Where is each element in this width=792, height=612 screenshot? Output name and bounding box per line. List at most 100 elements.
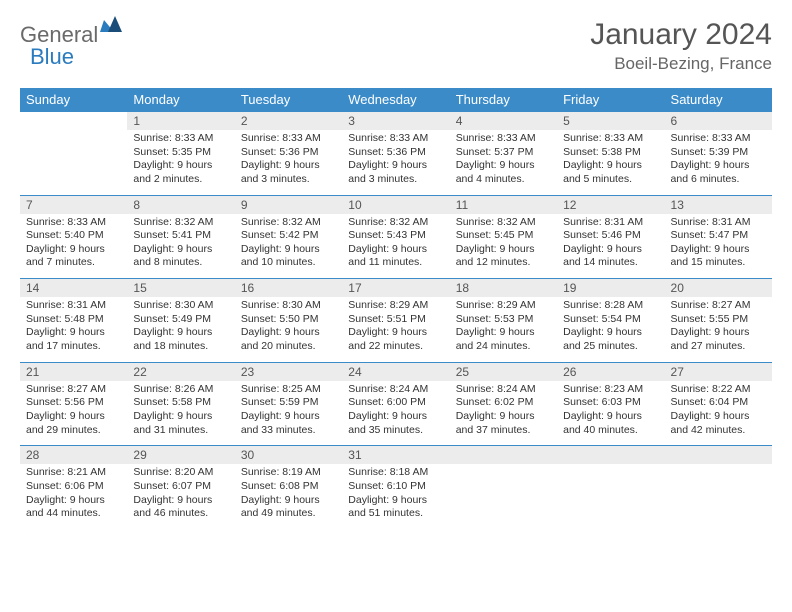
day-body: Sunrise: 8:28 AMSunset: 5:54 PMDaylight:… xyxy=(557,297,664,362)
calendar-cell: 5Sunrise: 8:33 AMSunset: 5:38 PMDaylight… xyxy=(557,112,664,196)
calendar-table: SundayMondayTuesdayWednesdayThursdayFrid… xyxy=(20,88,772,529)
day-number: 8 xyxy=(127,196,234,214)
logo-text-2: Blue xyxy=(30,44,74,70)
day-body: Sunrise: 8:32 AMSunset: 5:41 PMDaylight:… xyxy=(127,214,234,279)
calendar-cell: 17Sunrise: 8:29 AMSunset: 5:51 PMDayligh… xyxy=(342,279,449,363)
calendar-cell-empty xyxy=(20,112,127,196)
calendar-cell: 1Sunrise: 8:33 AMSunset: 5:35 PMDaylight… xyxy=(127,112,234,196)
day-number: 5 xyxy=(557,112,664,130)
calendar-cell: 10Sunrise: 8:32 AMSunset: 5:43 PMDayligh… xyxy=(342,195,449,279)
calendar-cell: 29Sunrise: 8:20 AMSunset: 6:07 PMDayligh… xyxy=(127,446,234,529)
day-number: 17 xyxy=(342,279,449,297)
day-number: 16 xyxy=(235,279,342,297)
weekday-header: Thursday xyxy=(450,88,557,112)
calendar-cell: 3Sunrise: 8:33 AMSunset: 5:36 PMDaylight… xyxy=(342,112,449,196)
calendar-cell: 14Sunrise: 8:31 AMSunset: 5:48 PMDayligh… xyxy=(20,279,127,363)
calendar-cell: 16Sunrise: 8:30 AMSunset: 5:50 PMDayligh… xyxy=(235,279,342,363)
calendar-cell: 8Sunrise: 8:32 AMSunset: 5:41 PMDaylight… xyxy=(127,195,234,279)
day-body: Sunrise: 8:31 AMSunset: 5:47 PMDaylight:… xyxy=(665,214,772,279)
day-number: 27 xyxy=(665,363,772,381)
weekday-header: Tuesday xyxy=(235,88,342,112)
day-body: Sunrise: 8:29 AMSunset: 5:53 PMDaylight:… xyxy=(450,297,557,362)
title-block: January 2024 Boeil-Bezing, France xyxy=(590,18,772,74)
day-body: Sunrise: 8:27 AMSunset: 5:55 PMDaylight:… xyxy=(665,297,772,362)
calendar-cell: 22Sunrise: 8:26 AMSunset: 5:58 PMDayligh… xyxy=(127,362,234,446)
day-body: Sunrise: 8:30 AMSunset: 5:50 PMDaylight:… xyxy=(235,297,342,362)
day-number: 7 xyxy=(20,196,127,214)
weekday-header: Sunday xyxy=(20,88,127,112)
day-number: 6 xyxy=(665,112,772,130)
day-body: Sunrise: 8:33 AMSunset: 5:40 PMDaylight:… xyxy=(20,214,127,279)
day-body: Sunrise: 8:33 AMSunset: 5:35 PMDaylight:… xyxy=(127,130,234,195)
weekday-header: Wednesday xyxy=(342,88,449,112)
day-number: 20 xyxy=(665,279,772,297)
day-body: Sunrise: 8:26 AMSunset: 5:58 PMDaylight:… xyxy=(127,381,234,446)
calendar-cell: 25Sunrise: 8:24 AMSunset: 6:02 PMDayligh… xyxy=(450,362,557,446)
calendar-cell: 24Sunrise: 8:24 AMSunset: 6:00 PMDayligh… xyxy=(342,362,449,446)
day-number: 26 xyxy=(557,363,664,381)
day-body: Sunrise: 8:24 AMSunset: 6:00 PMDaylight:… xyxy=(342,381,449,446)
day-body: Sunrise: 8:22 AMSunset: 6:04 PMDaylight:… xyxy=(665,381,772,446)
calendar-cell: 27Sunrise: 8:22 AMSunset: 6:04 PMDayligh… xyxy=(665,362,772,446)
calendar-cell: 12Sunrise: 8:31 AMSunset: 5:46 PMDayligh… xyxy=(557,195,664,279)
calendar-cell: 4Sunrise: 8:33 AMSunset: 5:37 PMDaylight… xyxy=(450,112,557,196)
calendar-cell: 20Sunrise: 8:27 AMSunset: 5:55 PMDayligh… xyxy=(665,279,772,363)
day-body: Sunrise: 8:33 AMSunset: 5:39 PMDaylight:… xyxy=(665,130,772,195)
day-number: 2 xyxy=(235,112,342,130)
calendar-cell-empty xyxy=(557,446,664,529)
day-number: 24 xyxy=(342,363,449,381)
weekday-header: Monday xyxy=(127,88,234,112)
calendar-cell: 2Sunrise: 8:33 AMSunset: 5:36 PMDaylight… xyxy=(235,112,342,196)
day-body: Sunrise: 8:27 AMSunset: 5:56 PMDaylight:… xyxy=(20,381,127,446)
day-body: Sunrise: 8:29 AMSunset: 5:51 PMDaylight:… xyxy=(342,297,449,362)
calendar-cell: 7Sunrise: 8:33 AMSunset: 5:40 PMDaylight… xyxy=(20,195,127,279)
calendar-cell-empty xyxy=(450,446,557,529)
day-number: 28 xyxy=(20,446,127,464)
day-body: Sunrise: 8:24 AMSunset: 6:02 PMDaylight:… xyxy=(450,381,557,446)
day-number: 29 xyxy=(127,446,234,464)
day-body: Sunrise: 8:18 AMSunset: 6:10 PMDaylight:… xyxy=(342,464,449,529)
day-body: Sunrise: 8:19 AMSunset: 6:08 PMDaylight:… xyxy=(235,464,342,529)
day-body: Sunrise: 8:32 AMSunset: 5:45 PMDaylight:… xyxy=(450,214,557,279)
day-body: Sunrise: 8:33 AMSunset: 5:38 PMDaylight:… xyxy=(557,130,664,195)
day-number: 4 xyxy=(450,112,557,130)
calendar-cell: 9Sunrise: 8:32 AMSunset: 5:42 PMDaylight… xyxy=(235,195,342,279)
day-body: Sunrise: 8:32 AMSunset: 5:43 PMDaylight:… xyxy=(342,214,449,279)
day-number: 11 xyxy=(450,196,557,214)
day-number: 21 xyxy=(20,363,127,381)
day-number: 23 xyxy=(235,363,342,381)
day-body: Sunrise: 8:32 AMSunset: 5:42 PMDaylight:… xyxy=(235,214,342,279)
weekday-header: Saturday xyxy=(665,88,772,112)
day-number: 19 xyxy=(557,279,664,297)
day-body: Sunrise: 8:31 AMSunset: 5:46 PMDaylight:… xyxy=(557,214,664,279)
month-title: January 2024 xyxy=(590,18,772,52)
day-body: Sunrise: 8:31 AMSunset: 5:48 PMDaylight:… xyxy=(20,297,127,362)
day-number: 3 xyxy=(342,112,449,130)
calendar-cell: 18Sunrise: 8:29 AMSunset: 5:53 PMDayligh… xyxy=(450,279,557,363)
calendar-cell: 6Sunrise: 8:33 AMSunset: 5:39 PMDaylight… xyxy=(665,112,772,196)
day-number: 22 xyxy=(127,363,234,381)
calendar-cell: 30Sunrise: 8:19 AMSunset: 6:08 PMDayligh… xyxy=(235,446,342,529)
calendar-cell: 21Sunrise: 8:27 AMSunset: 5:56 PMDayligh… xyxy=(20,362,127,446)
day-number: 31 xyxy=(342,446,449,464)
calendar-cell: 26Sunrise: 8:23 AMSunset: 6:03 PMDayligh… xyxy=(557,362,664,446)
location: Boeil-Bezing, France xyxy=(590,54,772,74)
day-number: 10 xyxy=(342,196,449,214)
day-body: Sunrise: 8:20 AMSunset: 6:07 PMDaylight:… xyxy=(127,464,234,529)
logo-text-1: General xyxy=(20,24,140,46)
day-number: 12 xyxy=(557,196,664,214)
calendar-cell: 19Sunrise: 8:28 AMSunset: 5:54 PMDayligh… xyxy=(557,279,664,363)
calendar-cell: 23Sunrise: 8:25 AMSunset: 5:59 PMDayligh… xyxy=(235,362,342,446)
calendar-cell: 31Sunrise: 8:18 AMSunset: 6:10 PMDayligh… xyxy=(342,446,449,529)
day-number: 14 xyxy=(20,279,127,297)
day-body: Sunrise: 8:21 AMSunset: 6:06 PMDaylight:… xyxy=(20,464,127,529)
day-body: Sunrise: 8:23 AMSunset: 6:03 PMDaylight:… xyxy=(557,381,664,446)
day-body: Sunrise: 8:30 AMSunset: 5:49 PMDaylight:… xyxy=(127,297,234,362)
day-body: Sunrise: 8:33 AMSunset: 5:37 PMDaylight:… xyxy=(450,130,557,195)
weekday-header: Friday xyxy=(557,88,664,112)
calendar-cell: 13Sunrise: 8:31 AMSunset: 5:47 PMDayligh… xyxy=(665,195,772,279)
day-number: 13 xyxy=(665,196,772,214)
calendar-header-row: SundayMondayTuesdayWednesdayThursdayFrid… xyxy=(20,88,772,112)
logo-icon xyxy=(100,14,122,34)
day-body: Sunrise: 8:25 AMSunset: 5:59 PMDaylight:… xyxy=(235,381,342,446)
